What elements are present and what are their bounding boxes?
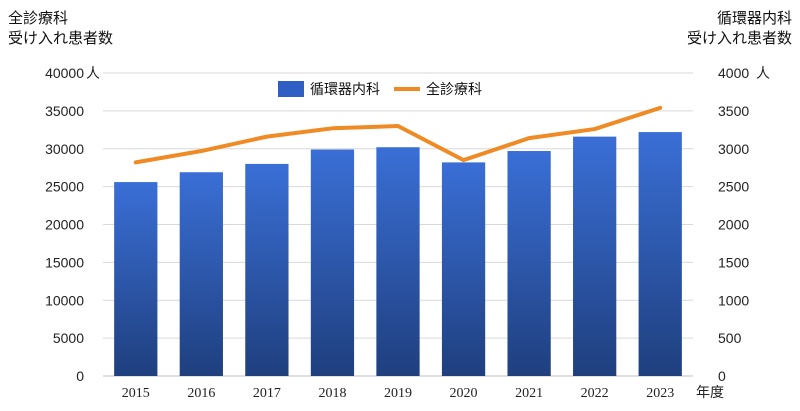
x-tick-label: 2020	[450, 386, 478, 401]
left-tick-label: 10000	[45, 292, 84, 308]
tick-labels: 0500010000150002000025000300003500040000…	[45, 65, 770, 401]
legend-line-label: 全診療科	[426, 82, 482, 98]
right-axis-title: 循環器内科 受け入れ患者数	[687, 8, 792, 48]
line-point	[594, 128, 596, 130]
bar	[573, 136, 617, 376]
left-tick-label: 0	[76, 368, 84, 384]
bar	[638, 132, 682, 376]
right-tick-label: 0	[718, 368, 726, 384]
legend-item-bar-series: 循環器内科	[278, 79, 380, 99]
x-tick-label: 2016	[187, 386, 215, 401]
legend-bar-swatch	[278, 81, 304, 97]
right-tick-label: 1000	[718, 292, 749, 308]
bar	[179, 172, 223, 376]
bar	[114, 182, 158, 376]
x-tick-label: 2019	[384, 386, 412, 401]
left-tick-label: 40000	[45, 65, 84, 81]
line-point	[397, 125, 399, 127]
x-tick-label: 2022	[581, 386, 609, 401]
left-tick-label: 25000	[45, 179, 84, 195]
right-tick-label: 2500	[718, 179, 749, 195]
left-tick-label: 15000	[45, 254, 84, 270]
x-tick-label: 2018	[318, 386, 346, 401]
right-axis-unit: 人	[756, 66, 770, 82]
right-tick-label: 3000	[718, 141, 749, 157]
x-axis-label: 年度	[696, 385, 724, 401]
line-point	[463, 159, 465, 161]
line-point	[135, 161, 137, 163]
left-axis-title-line-2: 受け入れ患者数	[8, 29, 114, 47]
right-tick-label: 4000	[718, 65, 749, 81]
left-axis-title-line-1: 全診療科	[8, 9, 69, 27]
bar	[441, 162, 486, 376]
x-tick-label: 2023	[646, 386, 674, 401]
bar	[376, 147, 420, 376]
line-point	[528, 137, 530, 139]
x-tick-label: 2015	[122, 386, 150, 401]
left-axis-title: 全診療科 受け入れ患者数	[8, 8, 113, 48]
right-axis-title-line-2: 受け入れ患者数	[686, 29, 792, 47]
line-point	[200, 150, 202, 152]
line-point	[331, 127, 333, 129]
right-tick-label: 2000	[718, 217, 749, 233]
left-tick-label: 30000	[45, 141, 84, 157]
left-tick-label: 5000	[53, 330, 84, 346]
legend-bar-label: 循環器内科	[310, 82, 380, 98]
line-point	[266, 136, 268, 138]
line-point	[659, 107, 661, 109]
left-axis-unit: 人	[86, 66, 100, 82]
bar	[310, 149, 355, 376]
left-tick-label: 20000	[45, 217, 84, 233]
x-tick-label: 2017	[253, 386, 281, 401]
line-series-group	[133, 105, 663, 165]
right-tick-label: 3500	[718, 103, 749, 119]
legend-line-swatch	[394, 87, 420, 91]
right-axis-title-line-1: 循環器内科	[716, 9, 792, 27]
bar	[245, 163, 289, 376]
chart-legend: 循環器内科 全診療科	[278, 79, 496, 99]
right-tick-label: 1500	[718, 254, 749, 270]
right-tick-label: 500	[718, 330, 742, 346]
legend-item-line-series: 全診療科	[394, 79, 482, 99]
left-tick-label: 35000	[45, 103, 84, 119]
bar	[507, 151, 551, 376]
x-tick-label: 2021	[515, 386, 543, 401]
bar-series-group	[114, 132, 682, 376]
